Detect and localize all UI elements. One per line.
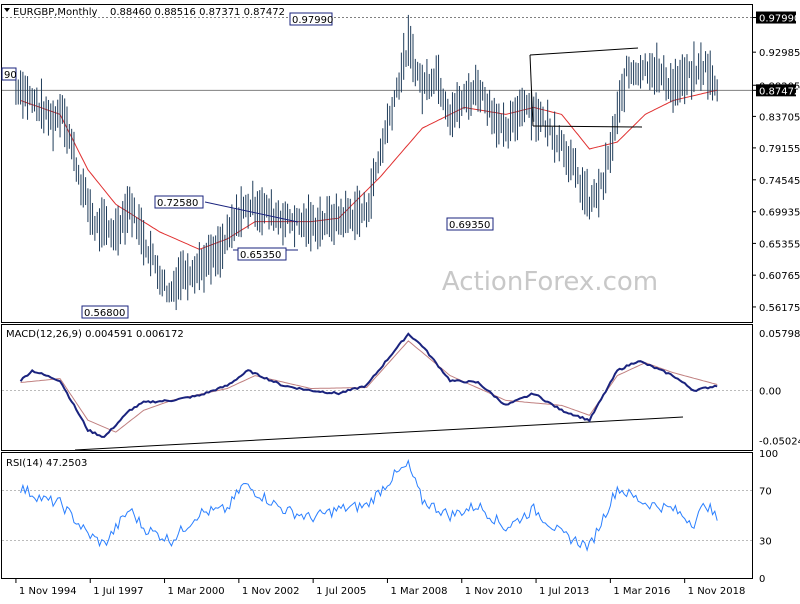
symbol-label: EURGBP,Monthly	[13, 7, 98, 18]
y-tick-label: 0.56175	[759, 303, 800, 314]
y-tick-label: 0.97990	[759, 14, 800, 25]
y-tick-label: 0.65355	[759, 239, 800, 250]
y-tick-label: 0.83705	[759, 112, 800, 123]
y-tick-label: 0.69935	[759, 208, 800, 219]
price-annotation-label: 90	[4, 70, 17, 81]
triangle-down-icon[interactable]	[4, 8, 10, 12]
price-annotation-label: 0.72580	[157, 198, 198, 209]
macd-line	[19, 332, 718, 438]
x-tick-label: 1 Jul 1997	[93, 586, 143, 597]
rsi-panel-border	[1, 452, 753, 579]
macd-y-tick-label: -0.050241	[759, 436, 800, 447]
price-annotation-box	[154, 195, 204, 209]
y-tick-label: 0.79155	[759, 144, 800, 155]
y-tick-label: 0.92985	[759, 48, 800, 59]
price-annotation-box	[81, 305, 129, 319]
range-lower-line	[532, 125, 643, 128]
ohlc-readout: 0.88460 0.88516 0.87371 0.87472	[110, 7, 285, 18]
y-tick-label: 0.74545	[759, 176, 800, 187]
x-tick-label: 1 Mar 2008	[390, 586, 447, 597]
macd-y-tick-label: 0.00	[759, 386, 781, 397]
macd-layer	[19, 332, 718, 438]
x-tick-label: 1 Mar 2000	[168, 586, 225, 597]
macd-y-tick-label: 0.057984	[759, 329, 800, 340]
rsi-title: RSI(14) 47.2503	[6, 458, 87, 469]
x-tick-label: 1 Mar 2016	[613, 586, 670, 597]
price-panel-border	[1, 4, 753, 323]
rsi-line	[20, 459, 718, 552]
trendline-layer	[74, 47, 684, 451]
x-tick-label: 1 Nov 2010	[465, 586, 523, 597]
triangle-upper-trendline	[204, 201, 299, 223]
rsi-y-tick-label: 0	[759, 574, 765, 585]
price-annotation-box	[1, 67, 17, 81]
x-tick-label: 1 Jul 2005	[316, 586, 366, 597]
price-annotation-label: 0.56800	[84, 308, 125, 319]
axis-layer: 0.979900.929850.882050.874720.837050.791…	[15, 11, 800, 597]
rsi-y-tick-label: 30	[759, 537, 772, 548]
annotation-layer: 0.97990 0.72580 0.65350 0.69350 0.56800 90	[1, 12, 494, 319]
range-left-edge	[529, 54, 534, 127]
current-price-tag	[756, 84, 796, 97]
watermark: ActionForex.com	[442, 267, 658, 297]
rsi-y-tick-label: 70	[759, 487, 772, 498]
macd-title: MACD(12,26,9) 0.004591 0.006172	[6, 329, 184, 340]
y-tick-label: 0.60765	[759, 271, 800, 282]
price-annotation-box	[289, 12, 333, 26]
price-annotation-label: 0.65350	[240, 250, 281, 261]
x-tick-label: 1 Nov 2002	[242, 586, 300, 597]
range-upper-line	[529, 47, 639, 56]
top-level-tag	[756, 11, 796, 24]
price-annotation-label: 0.97990	[292, 15, 333, 26]
macd-panel-border	[1, 324, 753, 451]
price-annotation-label: 0.69350	[449, 220, 490, 231]
x-tick-label: 1 Nov 2018	[688, 586, 746, 597]
y-tick-label: 0.87472	[759, 86, 800, 97]
price-annotation-box	[446, 217, 494, 231]
x-tick-label: 1 Nov 1994	[19, 586, 77, 597]
price-bars-layer	[15, 14, 718, 311]
macd-support-trendline	[74, 416, 684, 451]
x-tick-label: 1 Jul 2013	[539, 586, 589, 597]
rsi-layer	[20, 459, 718, 552]
grid-layer	[2, 17, 752, 541]
macd-signal-line	[20, 340, 718, 433]
price-annotation-box	[237, 247, 287, 261]
rsi-y-tick-label: 100	[759, 449, 778, 460]
